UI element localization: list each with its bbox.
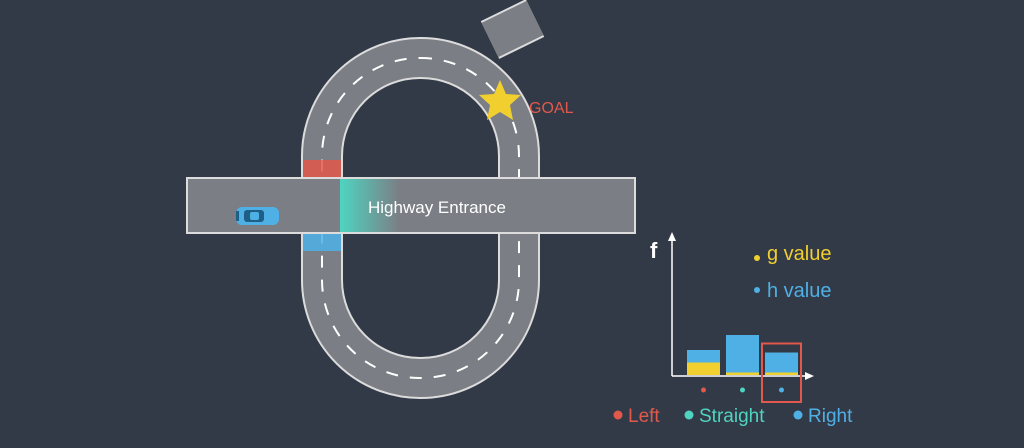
f-value-chart: f g value h value Left Straight Right <box>613 232 853 427</box>
legend-dot-right <box>793 410 803 420</box>
bar-h-right <box>765 352 798 373</box>
category-dot-left <box>701 387 706 393</box>
category-dot-straight <box>740 387 745 393</box>
bar-h-left <box>687 350 720 363</box>
legend-dot-left <box>613 410 623 420</box>
legend-label-right: Right <box>808 406 853 427</box>
legend-h-label: h value <box>767 280 832 302</box>
car-icon <box>236 207 279 225</box>
selected-bar-highlight <box>761 342 802 403</box>
category-dot-right <box>779 387 784 393</box>
legend-label-left: Left <box>628 406 660 427</box>
goal-label: GOAL <box>529 100 574 117</box>
legend-label-straight: Straight <box>699 406 765 427</box>
bar-g-left <box>687 362 720 375</box>
highway-label: Highway Entrance <box>368 198 506 217</box>
goal-spur-surface <box>481 0 544 58</box>
legend-g-dot <box>754 255 760 261</box>
bar-h-straight <box>726 335 759 373</box>
right-marker <box>303 231 341 251</box>
y-axis-arrow <box>668 232 676 241</box>
legend-g-label: g value <box>767 243 832 265</box>
category-dots <box>701 387 784 393</box>
bars <box>687 335 798 375</box>
legend-dot-straight <box>684 410 694 420</box>
y-axis-label: f <box>650 238 658 263</box>
bar-g-straight <box>726 372 759 375</box>
goal-star-icon <box>479 80 521 120</box>
left-marker <box>303 160 341 180</box>
x-axis-arrow <box>805 372 814 380</box>
legend-h-dot <box>754 287 760 293</box>
bar-g-right <box>765 372 798 375</box>
straight-marker <box>340 179 400 232</box>
category-legend: Left Straight Right <box>613 406 853 427</box>
